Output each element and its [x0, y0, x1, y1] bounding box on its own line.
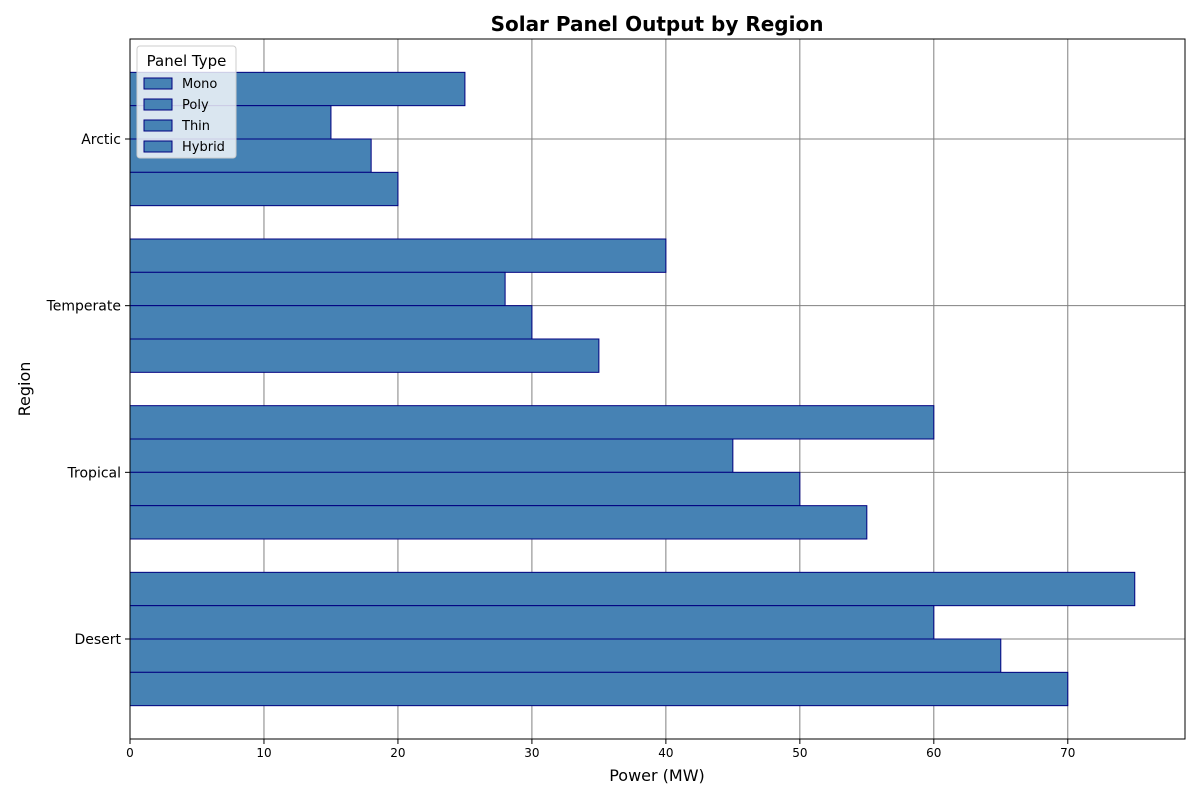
legend-swatch-poly — [143, 98, 173, 111]
plot-frame — [129, 38, 1186, 740]
bar-tropical-hybrid — [129, 505, 868, 540]
x-tick-label: 50 — [792, 746, 807, 760]
x-tick-label: 70 — [1060, 746, 1075, 760]
x-tick-label: 40 — [658, 746, 673, 760]
bar-tropical-thin — [129, 471, 801, 507]
x-tick-label: 0 — [126, 746, 134, 760]
y-axis-ticks: Desert Tropical Temperate Arctic — [46, 132, 130, 648]
chart-title: Solar Panel Output by Region — [491, 12, 824, 36]
x-tick-label: 20 — [390, 746, 405, 760]
bar-tropical-mono — [129, 405, 935, 440]
y-axis-label: Region — [15, 362, 34, 417]
bars — [129, 71, 1136, 707]
y-tick-label-arctic: Arctic — [81, 132, 121, 148]
x-tick-label: 10 — [256, 746, 271, 760]
x-tick-label: 30 — [524, 746, 539, 760]
y-tick-label-desert: Desert — [74, 632, 121, 648]
legend-label-thin: Thin — [181, 119, 210, 134]
legend: Panel Type Mono Poly Thin Hybrid — [136, 45, 237, 159]
bar-desert-hybrid — [129, 671, 1069, 707]
bar-desert-thin — [129, 638, 1002, 673]
bar-temperate-hybrid — [129, 338, 600, 373]
legend-swatch-thin — [143, 119, 173, 132]
bar-temperate-mono — [129, 238, 667, 273]
bar-tropical-poly — [129, 438, 734, 473]
legend-title: Panel Type — [147, 52, 227, 70]
legend-label-hybrid: Hybrid — [182, 140, 225, 155]
bar-temperate-thin — [129, 305, 533, 340]
x-axis-label: Power (MW) — [609, 766, 705, 785]
bar-arctic-hybrid — [129, 171, 399, 207]
legend-swatch-mono — [143, 77, 173, 90]
y-tick-label-tropical: Tropical — [67, 465, 121, 481]
x-tick-label: 60 — [926, 746, 941, 760]
legend-label-mono: Mono — [182, 77, 217, 92]
y-tick-label-temperate: Temperate — [46, 299, 121, 315]
bar-desert-poly — [129, 605, 935, 640]
legend-label-poly: Poly — [182, 98, 209, 113]
x-axis-ticks: 0 10 20 30 40 50 60 70 — [126, 739, 1075, 760]
bar-desert-mono — [129, 571, 1136, 607]
bar-temperate-poly — [129, 271, 506, 307]
legend-swatch-hybrid — [143, 140, 173, 153]
